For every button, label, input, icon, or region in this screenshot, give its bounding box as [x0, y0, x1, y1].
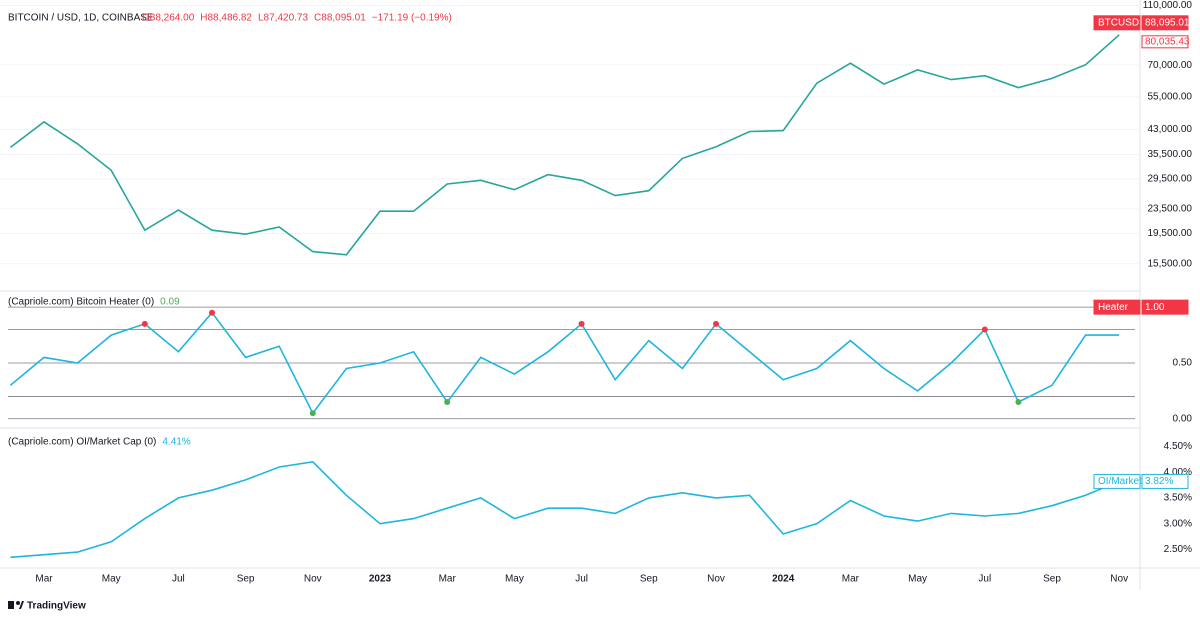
x-tick-label: Sep — [237, 574, 255, 585]
y-tick-label: 110,000.00 — [1143, 0, 1193, 11]
zone-point — [1015, 399, 1022, 406]
tag-value: 80,035.43 — [1145, 36, 1190, 47]
ohlc-value: H88,486.82 — [200, 13, 252, 24]
x-tick-label: Jul — [575, 574, 588, 585]
y-tick-label: 3.00% — [1164, 518, 1192, 529]
x-tick-label: Nov — [304, 574, 322, 585]
pane-title: BITCOIN / USD, 1D, COINBASE — [8, 13, 154, 24]
zone-point — [141, 320, 148, 327]
y-tick-label: 0.50 — [1173, 358, 1193, 369]
x-tick-label: Mar — [842, 574, 860, 585]
pane-title: (Capriole.com) Bitcoin Heater (0) — [8, 297, 154, 308]
tag-name: Heater — [1098, 302, 1129, 313]
tag-box — [1141, 35, 1189, 49]
y-tick-label: 23,500.00 — [1148, 204, 1193, 215]
tag-box — [1093, 473, 1141, 489]
tag-box — [1093, 15, 1141, 31]
series-line — [9, 311, 1120, 415]
zone-point — [981, 326, 988, 333]
y-tick-label: 29,500.00 — [1148, 174, 1193, 185]
y-tick-label: 15,500.00 — [1148, 258, 1193, 269]
x-tick-label: Mar — [439, 574, 457, 585]
y-tick-label: 43,000.00 — [1148, 124, 1193, 135]
zone-point — [309, 410, 316, 417]
x-tick-label: Mar — [35, 574, 53, 585]
y-tick-label: 4.50% — [1164, 441, 1192, 452]
y-tick-label: 70,000.00 — [1148, 60, 1193, 71]
x-tick-label: Nov — [707, 574, 725, 585]
series-line — [9, 34, 1120, 256]
x-tick-label: Jul — [172, 574, 185, 585]
ohlc-value: C88,095.01 — [314, 13, 366, 24]
y-tick-label: 2.50% — [1164, 544, 1192, 555]
y-tick-label: 0.00 — [1173, 413, 1193, 424]
x-tick-label: May — [908, 574, 927, 585]
ohlc-value: O88,264.00 — [142, 13, 195, 24]
tag-name: BTCUSD — [1098, 17, 1139, 28]
tag-box — [1141, 473, 1189, 489]
x-tick-label: 2024 — [772, 574, 795, 585]
tag-box — [1141, 15, 1189, 31]
x-tick-label: 2023 — [369, 574, 392, 585]
x-tick-label: May — [505, 574, 524, 585]
x-tick-label: Sep — [1043, 574, 1061, 585]
x-tick-label: Jul — [978, 574, 991, 585]
series-line — [10, 460, 1120, 559]
tag-value: 3.82% — [1145, 476, 1173, 487]
footer-brand: TradingView — [27, 601, 86, 612]
y-tick-label: 19,500.00 — [1148, 228, 1193, 239]
zone-point — [444, 399, 451, 406]
tag-box — [1093, 299, 1141, 315]
pane-value: 4.41% — [162, 437, 190, 448]
tag-box — [1141, 299, 1189, 315]
zone-point — [209, 309, 215, 316]
x-tick-label: May — [102, 574, 121, 585]
zone-point — [578, 320, 585, 327]
x-tick-label: Nov — [1110, 574, 1128, 585]
x-tick-label: Sep — [640, 574, 658, 585]
y-tick-label: 35,500.00 — [1148, 149, 1193, 160]
y-tick-label: 3.50% — [1164, 493, 1192, 504]
pane-title: (Capriole.com) OI/Market Cap (0) — [8, 437, 156, 448]
y-tick-label: 55,000.00 — [1148, 92, 1193, 103]
tag-value: 1.00 — [1145, 302, 1165, 313]
y-tick-label: 4.00% — [1164, 467, 1192, 478]
ohlc-value: L87,420.73 — [258, 13, 308, 24]
zone-point — [713, 320, 719, 327]
logo — [8, 601, 24, 609]
tag-value: 88,095.01 — [1145, 17, 1190, 28]
pane-value: 0.09 — [160, 297, 180, 308]
tag-name: OI/Market Cap — [1098, 476, 1163, 487]
ohlc-value: −171.19 (−0.19%) — [372, 13, 452, 24]
